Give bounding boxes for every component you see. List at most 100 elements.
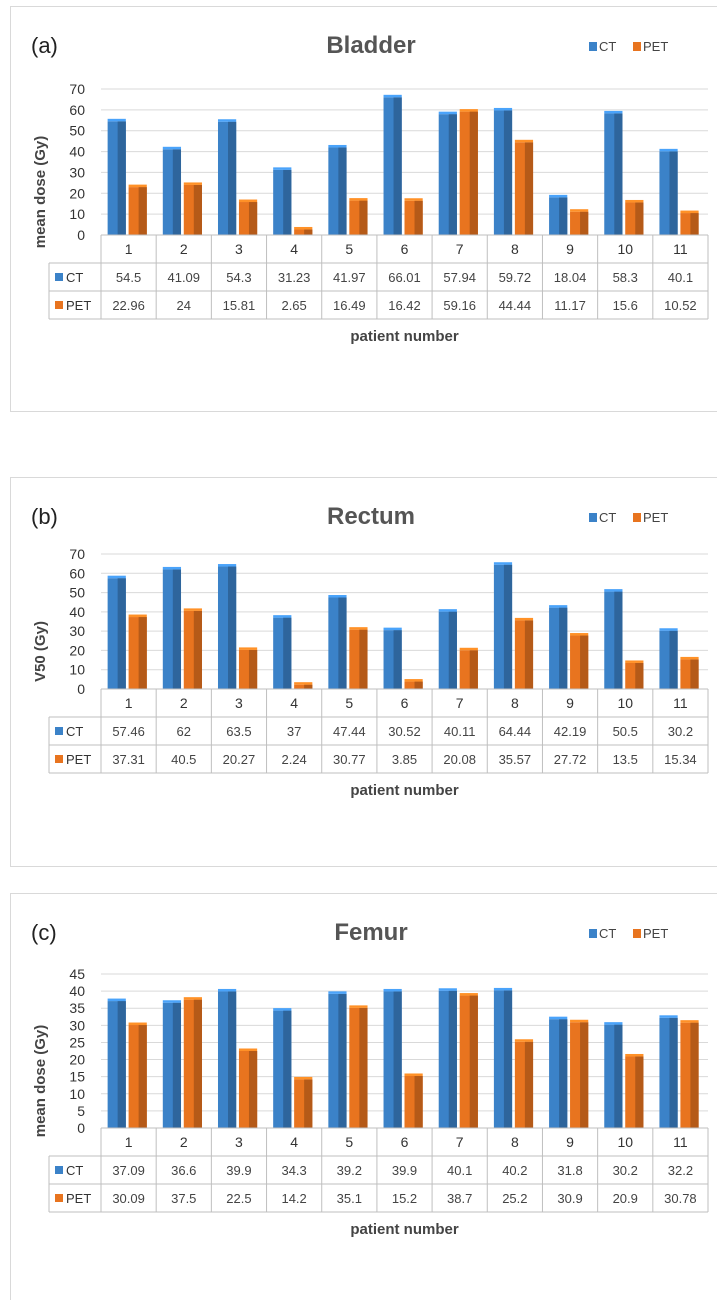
- femur-table-swatch-ct: [55, 1166, 63, 1174]
- rectum-bar-top: [514, 617, 534, 621]
- femur-bar-shade: [283, 1010, 292, 1128]
- rectum-bar-ct-9: [549, 605, 568, 689]
- bladder-bar-shade: [359, 200, 368, 235]
- femur-bar-shade: [248, 1051, 258, 1128]
- bladder-table-value-pet: 15.6: [613, 298, 638, 313]
- rectum-bar-ct-3: [217, 564, 237, 689]
- bladder-bar-top: [404, 198, 423, 201]
- bladder-bar-ct-1: [107, 118, 126, 235]
- rectum-bar-shade: [414, 681, 423, 689]
- femur-bar-ct-5: [328, 991, 347, 1128]
- femur-table-value-ct: 37.09: [112, 1163, 145, 1178]
- rectum-bar-shade: [193, 610, 202, 689]
- femur-table-value-pet: 20.9: [613, 1191, 638, 1206]
- femur-table-value-ct: 39.9: [226, 1163, 251, 1178]
- rectum-y-tick-label: 10: [69, 662, 85, 678]
- bladder-table-value-ct: 54.3: [226, 270, 251, 285]
- rectum-bar-top: [604, 589, 623, 592]
- femur-bar-shade: [117, 1001, 126, 1128]
- rectum-bar-pet-3: [238, 647, 258, 689]
- rectum-bar-shade: [448, 611, 457, 689]
- rectum-y-tick-label: 70: [69, 546, 85, 562]
- rectum-bar-pet-4: [294, 682, 313, 689]
- rectum-bar-ct-10: [604, 589, 623, 689]
- bladder-table-value-pet: 10.52: [664, 298, 697, 313]
- rectum-table-value-ct: 40.11: [444, 724, 476, 739]
- bladder-x-tick-label: 5: [345, 241, 353, 257]
- femur-bar-shade: [524, 1041, 534, 1128]
- bladder-x-tick-label: 7: [456, 241, 464, 257]
- rectum-bar-ct-1: [107, 575, 126, 689]
- femur-table-swatch-pet: [55, 1194, 63, 1202]
- femur-y-tick-label: 40: [69, 983, 85, 999]
- femur-x-tick-label: 6: [401, 1134, 409, 1150]
- rectum-table-value-ct: 30.52: [388, 724, 421, 739]
- femur-legend-label-pet: PET: [643, 926, 668, 941]
- bladder-bar-top: [183, 182, 202, 185]
- bladder-bar-ct-4: [273, 167, 292, 235]
- femur-bar-top: [404, 1073, 423, 1076]
- femur-bar-shade: [338, 993, 347, 1128]
- rectum-bar-ct-7: [438, 609, 457, 689]
- bladder-bar-pet-5: [349, 198, 368, 235]
- bladder-bar-top: [625, 199, 644, 203]
- bladder-bar-shade: [690, 213, 699, 235]
- bladder-bar-top: [680, 210, 699, 214]
- femur-table-value-pet: 38.7: [447, 1191, 472, 1206]
- rectum-bar-top: [217, 564, 237, 567]
- rectum-table-value-ct: 57.46: [112, 724, 145, 739]
- femur-table-value-ct: 30.2: [613, 1163, 638, 1178]
- bladder-bar-ct-6: [383, 94, 402, 236]
- femur-table-value-pet: 30.78: [664, 1191, 697, 1206]
- femur-y-tick-label: 0: [77, 1120, 85, 1136]
- femur-bar-pet-7: [459, 993, 478, 1128]
- rectum-table-swatch-ct: [55, 727, 63, 735]
- bladder-x-tick-label: 8: [511, 241, 519, 257]
- bladder-bar-shade: [283, 169, 292, 235]
- femur-bar-shade: [635, 1056, 644, 1128]
- rectum-y-tick-label: 20: [69, 642, 85, 658]
- rectum-y-tick-label: 30: [69, 623, 85, 639]
- femur-bar-ct-1: [107, 998, 126, 1128]
- rectum-bar-pet-2: [183, 608, 202, 689]
- bladder-table-series-name-pet: PET: [66, 298, 91, 313]
- rectum-bar-shade: [283, 617, 292, 689]
- femur-table-value-pet: 25.2: [502, 1191, 527, 1206]
- bladder-bar-top: [514, 139, 534, 143]
- bladder-table-value-ct: 40.1: [668, 270, 693, 285]
- femur-x-tick-label: 5: [345, 1134, 353, 1150]
- rectum-table-value-pet: 35.57: [499, 752, 532, 767]
- femur-legend-swatch-ct: [589, 929, 597, 938]
- femur-bar-top: [162, 1000, 182, 1003]
- femur-table-value-ct: 39.9: [392, 1163, 417, 1178]
- rectum-legend-label-ct: CT: [599, 510, 616, 525]
- rectum-table-value-ct: 63.5: [226, 724, 251, 739]
- bladder-bar-shade: [393, 97, 402, 236]
- femur-bar-shade: [559, 1019, 568, 1128]
- bladder-y-tick-label: 70: [69, 81, 85, 97]
- femur-bar-top: [570, 1019, 589, 1023]
- bladder-y-tick-label: 40: [69, 144, 85, 160]
- rectum-table-value-ct: 37: [287, 724, 301, 739]
- femur-bar-ct-8: [493, 987, 513, 1128]
- femur-bar-top: [514, 1039, 534, 1042]
- femur-bar-top: [438, 988, 457, 991]
- femur-table-value-ct: 40.2: [502, 1163, 527, 1178]
- femur-legend-label-ct: CT: [599, 926, 616, 941]
- femur-y-tick-label: 45: [69, 966, 85, 982]
- bladder-table-value-ct: 31.23: [278, 270, 311, 285]
- bladder-chart: (a) Bladder CT PET 0 10 20 30 40 50 60 70 mean dose …: [31, 32, 709, 345]
- rectum-bar-shade: [559, 607, 568, 689]
- femur-bar-top: [349, 1005, 368, 1008]
- femur-bar-ct-11: [659, 1015, 678, 1128]
- rectum-x-tick-label: 8: [511, 695, 519, 711]
- femur-bar-shade: [138, 1025, 147, 1128]
- rectum-chart-panel: (b) Rectum CT PET 0 10 20 30 40 50 60 70 V50 (Gy) 1 2 3…: [10, 477, 717, 867]
- bladder-bar-pet-9: [570, 209, 589, 235]
- rectum-table-value-pet: 27.72: [554, 752, 587, 767]
- femur-bar-pet-2: [183, 997, 202, 1128]
- bladder-legend-swatch-pet: [633, 42, 641, 51]
- bladder-bar-shade: [304, 229, 313, 235]
- femur-y-tick-label: 20: [69, 1052, 85, 1068]
- femur-bar-shade: [172, 1002, 182, 1128]
